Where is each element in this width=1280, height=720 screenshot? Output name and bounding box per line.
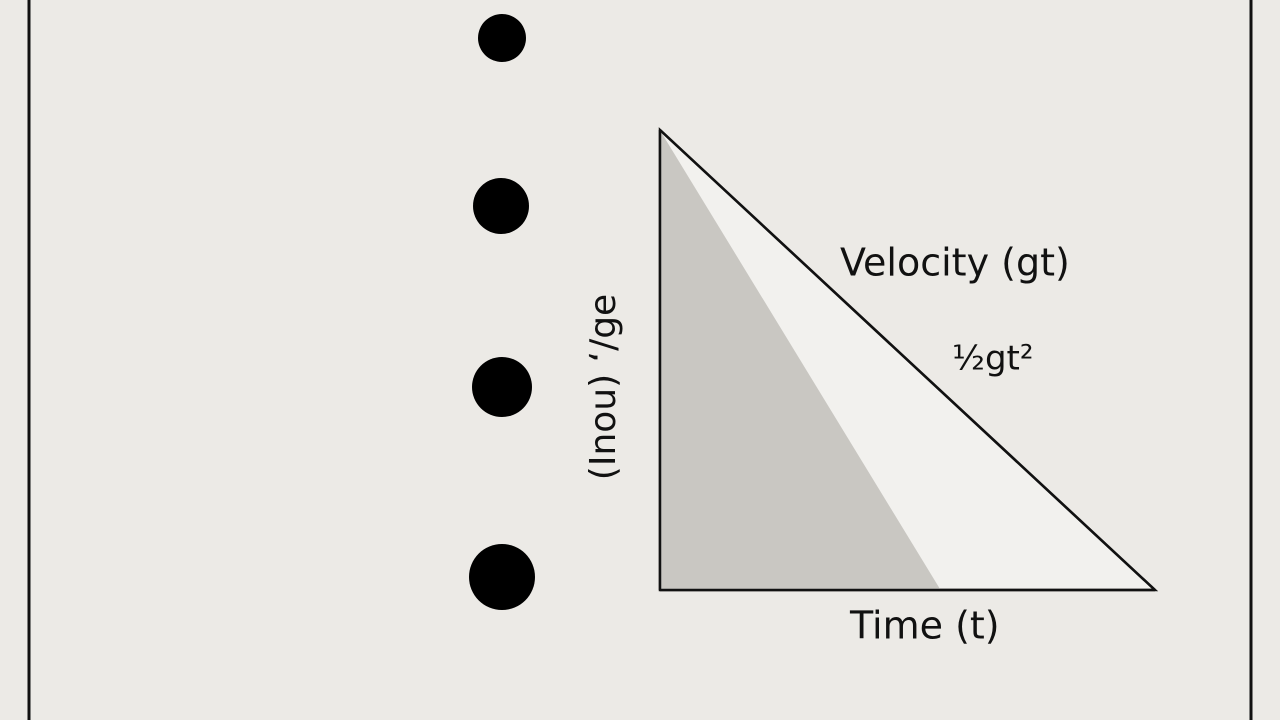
vertical-label: (Inou) ʻ/ge	[583, 294, 624, 480]
ball	[469, 544, 535, 610]
velocity-label: Velocity (gt)	[840, 241, 1070, 285]
hypotenuse	[659, 129, 1156, 591]
ball	[478, 14, 526, 62]
ball	[472, 357, 532, 417]
ball	[473, 178, 529, 234]
time-label: Time (t)	[849, 604, 1000, 648]
shaded-area	[661, 132, 940, 589]
distance-label: ½gt²	[952, 339, 1034, 379]
